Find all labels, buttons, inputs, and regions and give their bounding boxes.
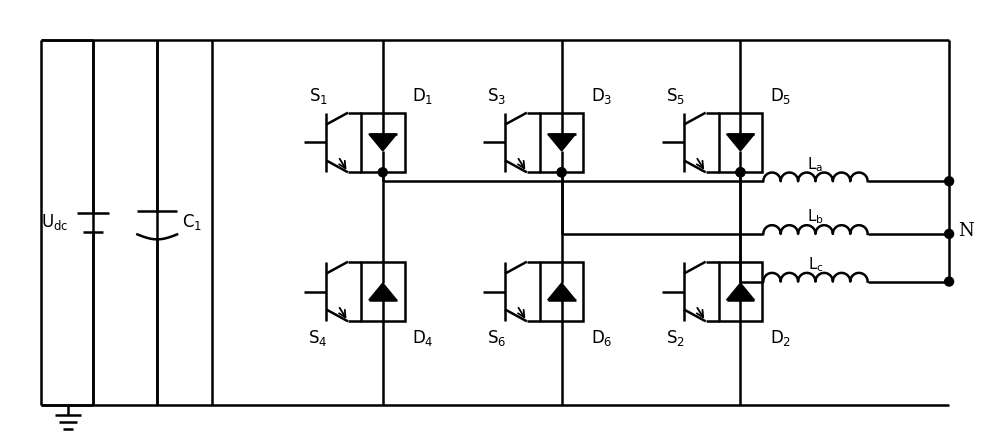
Text: $\rm S_6$: $\rm S_6$ xyxy=(487,328,507,348)
Text: $\rm S_1$: $\rm S_1$ xyxy=(309,86,328,106)
Text: $\rm S_5$: $\rm S_5$ xyxy=(666,86,685,106)
Circle shape xyxy=(945,177,954,186)
Text: $\rm D_1$: $\rm D_1$ xyxy=(412,86,433,106)
Circle shape xyxy=(945,230,954,238)
Circle shape xyxy=(378,168,387,177)
Text: $\rm U_{dc}$: $\rm U_{dc}$ xyxy=(41,213,69,233)
Circle shape xyxy=(736,168,745,177)
Text: $\rm L_a$: $\rm L_a$ xyxy=(807,155,824,174)
Polygon shape xyxy=(727,283,754,300)
Text: $\rm S_2$: $\rm S_2$ xyxy=(666,328,685,348)
Bar xyxy=(719,262,762,321)
Bar xyxy=(719,113,762,172)
Polygon shape xyxy=(548,134,576,151)
Circle shape xyxy=(557,168,566,177)
Bar xyxy=(361,262,405,321)
Text: $\rm D_5$: $\rm D_5$ xyxy=(770,86,791,106)
Text: $\rm L_c$: $\rm L_c$ xyxy=(808,255,823,274)
Bar xyxy=(540,262,583,321)
Text: $\rm D_4$: $\rm D_4$ xyxy=(412,328,433,348)
Bar xyxy=(540,113,583,172)
Polygon shape xyxy=(548,283,576,300)
Text: N: N xyxy=(958,222,974,240)
Polygon shape xyxy=(727,134,754,151)
Circle shape xyxy=(736,168,745,177)
Text: $\rm S_3$: $\rm S_3$ xyxy=(487,86,507,106)
Circle shape xyxy=(945,277,954,286)
Text: $\rm D_2$: $\rm D_2$ xyxy=(770,328,791,348)
Circle shape xyxy=(557,168,566,177)
Text: $\rm D_3$: $\rm D_3$ xyxy=(591,86,612,106)
Polygon shape xyxy=(369,134,397,151)
Text: $\rm D_6$: $\rm D_6$ xyxy=(591,328,612,348)
Text: $\rm S_4$: $\rm S_4$ xyxy=(308,328,328,348)
Polygon shape xyxy=(369,283,397,300)
Text: $\rm L_b$: $\rm L_b$ xyxy=(807,207,824,227)
Text: $\rm C_1$: $\rm C_1$ xyxy=(182,213,202,233)
Bar xyxy=(361,113,405,172)
